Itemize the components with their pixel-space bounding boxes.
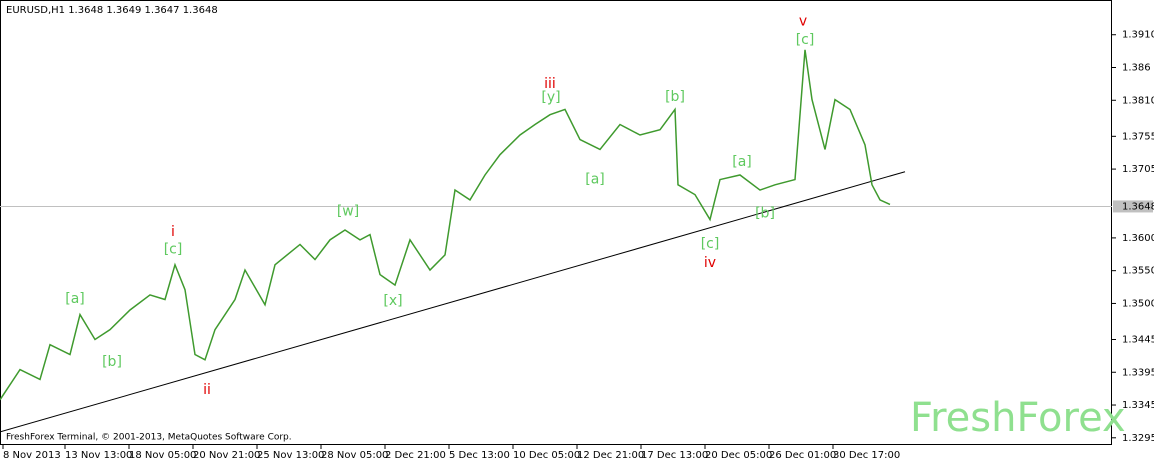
wave-label: [a] (65, 291, 85, 307)
wave-label: [a] (585, 172, 605, 188)
x-tick-label: 13 Nov 13:00 (65, 450, 132, 461)
x-tick-label: 28 Nov 05:00 (321, 450, 388, 461)
wave-label: [b] (755, 206, 775, 222)
wave-label: [x] (383, 293, 402, 309)
y-tick-label: 1.3295 (1122, 433, 1154, 444)
x-tick-label: 10 Dec 05:00 (513, 450, 580, 461)
x-tick-label: 5 Dec 13:00 (449, 450, 510, 461)
y-tick-label: 1.3755 (1122, 131, 1154, 142)
x-tick-label: 8 Nov 2013 (3, 450, 61, 461)
y-tick-label: 1.3445 (1122, 334, 1154, 345)
wave-label: [b] (665, 89, 685, 105)
chart-title: EURUSD,H1 1.3648 1.3649 1.3647 1.3648 (6, 5, 218, 16)
watermark: FreshForex (910, 395, 1126, 441)
plot-frame (0, 0, 1112, 445)
x-tick-label: 30 Dec 17:00 (833, 450, 900, 461)
current-price-label: 1.3648 (1122, 201, 1154, 212)
wave-label: [c] (701, 236, 720, 252)
y-tick-label: 1.3500 (1122, 298, 1154, 309)
x-tick-label: 17 Dec 13:00 (641, 450, 708, 461)
wave-label: [c] (796, 32, 815, 48)
wave-label: [y] (541, 90, 560, 106)
y-tick-label: 1.3600 (1122, 233, 1154, 244)
x-tick-label: 26 Dec 01:00 (769, 450, 836, 461)
wave-label: [c] (164, 242, 183, 258)
current-price-box (1113, 200, 1153, 213)
y-tick-label: 1.3705 (1122, 164, 1154, 175)
y-tick-label: 1.3395 (1122, 367, 1154, 378)
price-line (0, 49, 891, 401)
x-tick-label: 20 Nov 21:00 (193, 450, 260, 461)
y-tick-label: 1.3345 (1122, 400, 1154, 411)
y-tick-label: 1.386 (1122, 63, 1151, 74)
x-tick-label: 18 Nov 05:00 (129, 450, 196, 461)
wave-label: [b] (102, 354, 122, 370)
x-tick-label: 12 Dec 21:00 (577, 450, 644, 461)
trendline (0, 171, 906, 433)
y-tick-label: 1.3910 (1122, 30, 1154, 41)
x-tick-label: 25 Nov 13:00 (257, 450, 324, 461)
x-tick-label: 2 Dec 21:00 (385, 450, 446, 461)
wave-label: [w] (337, 204, 359, 220)
y-tick-label: 1.3550 (1122, 266, 1154, 277)
y-tick-label: 1.3810 (1122, 95, 1154, 106)
wave-label: ii (203, 382, 211, 398)
wave-label: iii (544, 76, 556, 92)
wave-label: v (799, 14, 807, 30)
footer: FreshForex Terminal, © 2001-2013, MetaQu… (6, 433, 292, 443)
wave-label: i (171, 224, 175, 240)
wave-label: iv (704, 255, 716, 271)
wave-label: [a] (732, 154, 752, 170)
x-tick-label: 20 Dec 05:00 (705, 450, 772, 461)
